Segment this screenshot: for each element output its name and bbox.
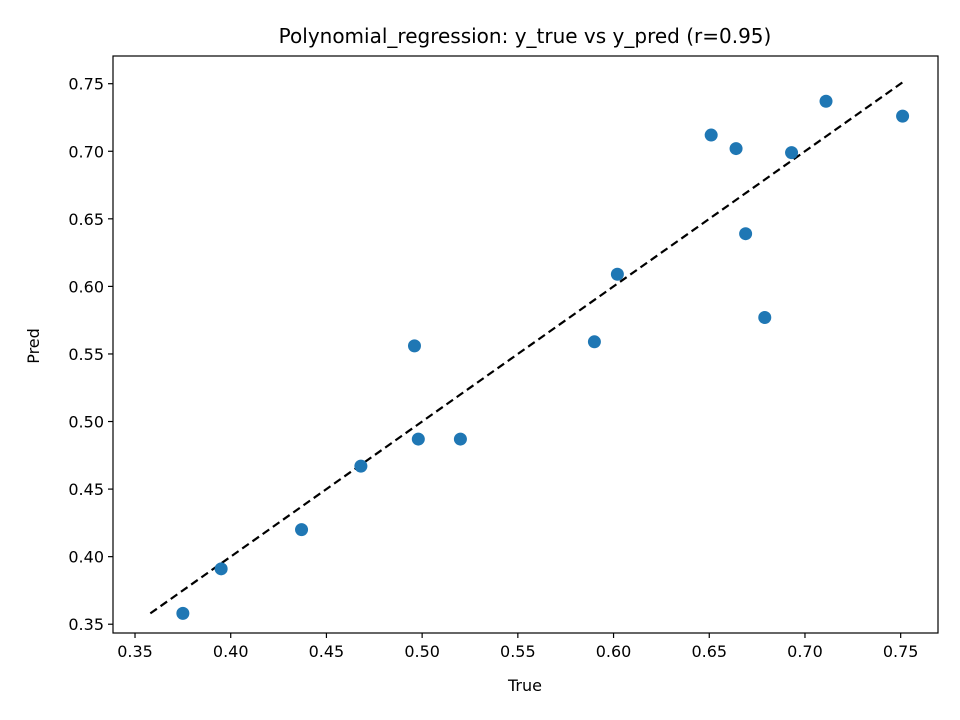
data-point [453,432,467,446]
x-tick-label: 0.50 [404,642,440,661]
x-tick-label: 0.60 [596,642,632,661]
data-point [587,335,601,349]
y-tick-label: 0.40 [68,548,104,567]
data-point [896,109,910,123]
plot-area: 0.35 0.40 0.45 0.50 0.55 0.60 0.65 0.70 0.75 0.35… [68,55,939,661]
x-tick-label: 0.65 [691,642,727,661]
data-point [407,339,421,353]
data-point [729,142,743,156]
x-tick-label: 0.35 [117,642,153,661]
y-tick-label: 0.75 [68,75,104,94]
x-tick-label: 0.70 [787,642,823,661]
x-tick-label: 0.55 [500,642,536,661]
data-point [704,128,718,142]
data-point [411,432,425,446]
data-point [176,606,190,620]
data-point [819,94,833,108]
y-tick-label: 0.70 [68,142,104,161]
x-axis-label: True [507,676,542,695]
y-axis-label: Pred [24,328,43,364]
data-point [214,562,228,576]
x-tick-label: 0.45 [309,642,345,661]
y-tick-label: 0.45 [68,480,104,499]
data-point [758,310,772,324]
plot-frame [112,55,939,634]
x-tick-label: 0.75 [883,642,919,661]
identity-reference-line [149,81,904,615]
x-tick-label: 0.40 [213,642,249,661]
y-tick-label: 0.35 [68,615,104,634]
data-point [785,146,799,160]
y-tick-label: 0.65 [68,210,104,229]
y-tick-label: 0.50 [68,413,104,432]
data-point [739,227,753,241]
y-tick-label: 0.60 [68,277,104,296]
y-tick-label: 0.55 [68,345,104,364]
data-point [295,523,309,537]
data-point [610,267,624,281]
data-point [354,459,368,473]
chart-title: Polynomial_regression: y_true vs y_pred … [279,24,772,48]
